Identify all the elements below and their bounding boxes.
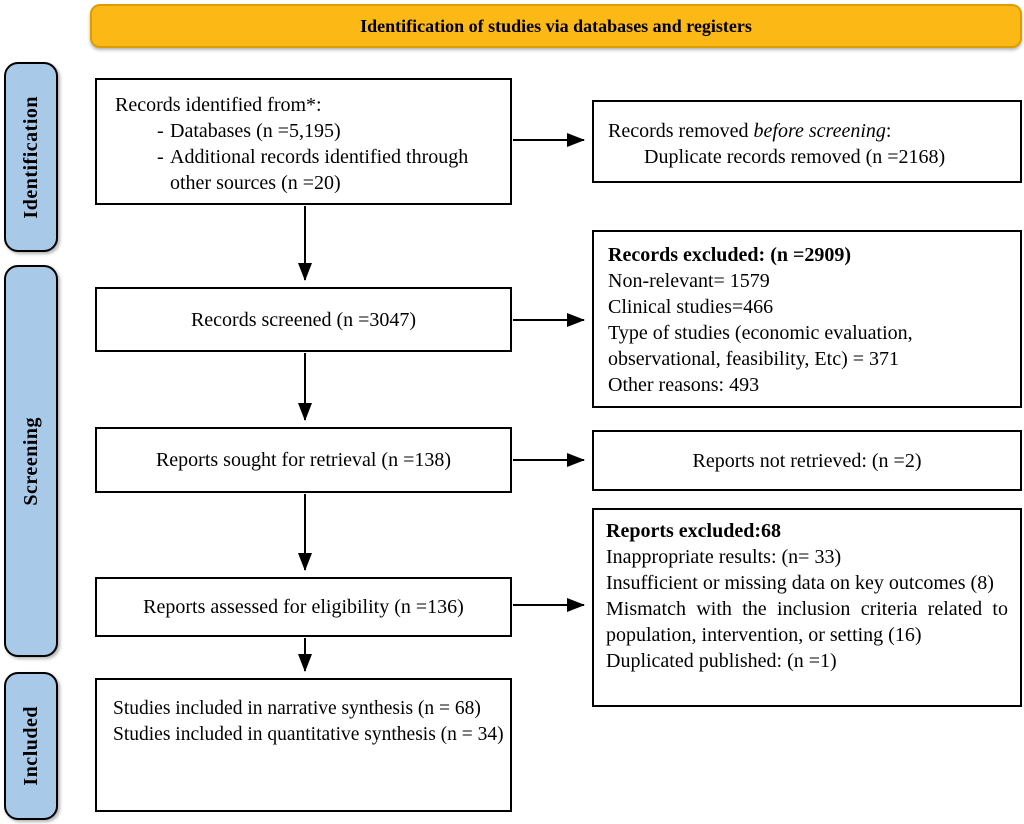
stage-label-included-text: Included xyxy=(19,706,42,786)
box-records-excluded: Records excluded: (n =2909) Non-relevant… xyxy=(592,230,1022,408)
box-reports-sought: Reports sought for retrieval (n =138) xyxy=(95,427,512,493)
stage-label-screening: Screening xyxy=(4,265,58,657)
stage-label-identification-text: Identification xyxy=(19,95,42,219)
records-excluded-reason: Other reasons: 493 xyxy=(608,374,760,396)
reports-not-retrieved-label: Reports not retrieved: (n =2) xyxy=(692,449,922,472)
diagram-title: Identification of studies via databases … xyxy=(360,15,752,36)
box-studies-included: Studies included in narrative synthesis … xyxy=(95,678,512,812)
records-excluded-reason: Type of studies (economic evaluation, ob… xyxy=(608,322,913,370)
box-reports-not-retrieved: Reports not retrieved: (n =2) xyxy=(592,430,1022,491)
reports-excluded-title: Reports excluded:68 xyxy=(606,520,781,542)
dash-bullet: - xyxy=(157,120,164,142)
records-excluded-reason: Non-relevant= 1579 xyxy=(608,270,770,292)
reports-excluded-reason: Mismatch with the inclusion criteria rel… xyxy=(606,598,1008,646)
stage-label-included: Included xyxy=(4,672,58,820)
studies-included-narrative: Studies included in narrative synthesis … xyxy=(113,698,481,719)
box-reports-assessed: Reports assessed for eligibility (n =136… xyxy=(95,577,512,637)
records-identified-title: Records identified from*: xyxy=(115,94,322,116)
box-records-removed: Records removed before screening: Duplic… xyxy=(592,100,1022,183)
box-records-screened: Records screened (n =3047) xyxy=(95,287,512,352)
reports-assessed-label: Reports assessed for eligibility (n =136… xyxy=(143,596,464,618)
box-reports-excluded: Reports excluded:68 Inappropriate result… xyxy=(592,508,1022,707)
diagram-title-banner: Identification of studies via databases … xyxy=(90,4,1022,48)
records-identified-item-databases: - Databases (n =5,195) xyxy=(115,118,504,144)
records-screened-label: Records screened (n =3047) xyxy=(190,308,417,331)
dash-bullet: - xyxy=(157,146,164,168)
studies-included-quantitative: Studies included in quantitative synthes… xyxy=(113,724,504,745)
box-records-identified: Records identified from*: - Databases (n… xyxy=(95,78,512,205)
stage-label-screening-text: Screening xyxy=(19,416,42,506)
reports-sought-label: Reports sought for retrieval (n =138) xyxy=(155,449,452,471)
reports-excluded-reason: Insufficient or missing data on key outc… xyxy=(606,572,994,594)
records-removed-detail: Duplicate records removed (n =2168) xyxy=(644,146,946,168)
records-excluded-reason: Clinical studies=466 xyxy=(608,296,774,318)
reports-excluded-reason: Inappropriate results: (n= 33) xyxy=(606,546,842,568)
records-identified-item-other-sources: - Additional records identified through … xyxy=(115,144,504,196)
records-excluded-title: Records excluded: (n =2909) xyxy=(608,244,852,266)
stage-label-identification: Identification xyxy=(4,62,58,252)
before-screening-italic: before screening xyxy=(753,120,886,142)
records-removed-title: Records removed before screening: xyxy=(608,120,892,142)
reports-excluded-reason: Duplicated published: (n =1) xyxy=(606,650,837,672)
